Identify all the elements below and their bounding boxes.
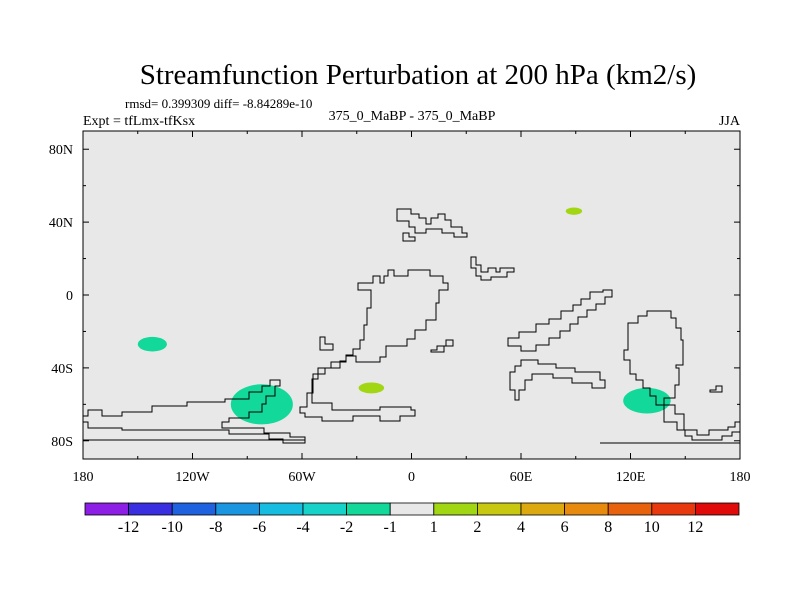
colorbar-swatch-15 [695, 502, 740, 516]
colorbar-label: 6 [561, 519, 569, 536]
coastline-asia-peninsula [470, 256, 515, 281]
colorbar-label: 4 [517, 519, 525, 536]
colorbar-swatch-8 [389, 502, 435, 516]
stats-label: rmsd= 0.399309 diff= -8.84289e-10 [125, 96, 312, 111]
colorbar-label: -6 [253, 519, 266, 536]
x-tick-label: 0 [408, 470, 415, 485]
colorbar-label: -4 [296, 519, 309, 536]
colorbar-swatch-3 [171, 502, 217, 516]
colorbar-label: 10 [644, 519, 660, 536]
coastline-east-block [509, 359, 606, 401]
colorbar-labels: -12 -10 -8 -6 -4 -2 -1 1 2 4 6 8 10 12 [118, 519, 703, 536]
colorbar-swatch-2 [128, 502, 173, 516]
coastline-antarctica-west [82, 379, 306, 444]
colorbar-swatch-11 [520, 502, 565, 516]
x-tick-label: 180 [730, 470, 751, 485]
coastline-west-fragment [319, 336, 334, 351]
coastline-small-island [402, 232, 416, 242]
y-tick-label: 80N [49, 143, 73, 158]
coastline-arabia-india [396, 208, 468, 238]
coastline-east-land [507, 289, 613, 352]
coastline-australia [623, 310, 684, 406]
colorbar-swatch-12 [564, 502, 609, 516]
colorbar-swatch-14 [651, 502, 696, 516]
colorbar-label: 8 [604, 519, 612, 536]
x-tick-label: 120W [175, 470, 210, 485]
x-tick-label: 60W [288, 470, 316, 485]
x-tick-label: 60E [510, 470, 533, 485]
y-tick-label: 40N [49, 216, 73, 231]
colorbar-swatch-13 [607, 502, 653, 516]
colorbar-label: 2 [473, 519, 481, 536]
coastline-far-east [709, 385, 723, 393]
y-tick-label: 40S [51, 362, 73, 377]
y-tick-label: 0 [66, 289, 73, 304]
colorbar-swatch-1 [84, 502, 129, 516]
experiment-label: Expt = tfLmx-tfKsx [83, 114, 195, 129]
x-tick-label: 180 [73, 470, 94, 485]
plot-frame [82, 130, 741, 460]
x-tick-label: 120E [616, 470, 646, 485]
colorbar [84, 502, 740, 516]
coastline-inner-fragment [430, 339, 454, 353]
anomaly-region-3 [358, 382, 385, 394]
y-tick-labels: 80N 40N 0 40S 80S [49, 143, 73, 450]
colorbar-swatch-9 [433, 502, 478, 516]
season-label: JJA [719, 114, 741, 129]
coastline-antarctica-bottom [83, 439, 740, 444]
colorbar-label: -2 [340, 519, 353, 536]
coastline-central-land [299, 269, 449, 422]
anomaly-region-1 [137, 336, 167, 352]
colorbar-swatch-10 [476, 502, 522, 516]
colorbar-swatch-7 [346, 502, 391, 516]
colorbar-label: 12 [687, 519, 703, 536]
colorbar-swatch-6 [302, 502, 347, 516]
colorbar-swatch-5 [258, 502, 304, 516]
x-tick-labels: 180 120W 60W 0 60E 120E 180 [73, 470, 751, 485]
anomaly-region-5 [623, 387, 671, 414]
colorbar-swatch-4 [215, 502, 260, 516]
subtitle-label: 375_0_MaBP - 375_0_MaBP [329, 109, 496, 124]
chart-title: Streamfunction Perturbation at 200 hPa (… [140, 59, 697, 91]
colorbar-label: -12 [118, 519, 139, 536]
anomaly-region-4 [565, 207, 583, 215]
colorbar-label: -1 [384, 519, 397, 536]
plot-area [82, 130, 741, 460]
colorbar-label: 1 [430, 519, 438, 536]
y-tick-label: 80S [51, 435, 73, 450]
colorbar-label: -8 [209, 519, 222, 536]
colorbar-label: -10 [162, 519, 183, 536]
